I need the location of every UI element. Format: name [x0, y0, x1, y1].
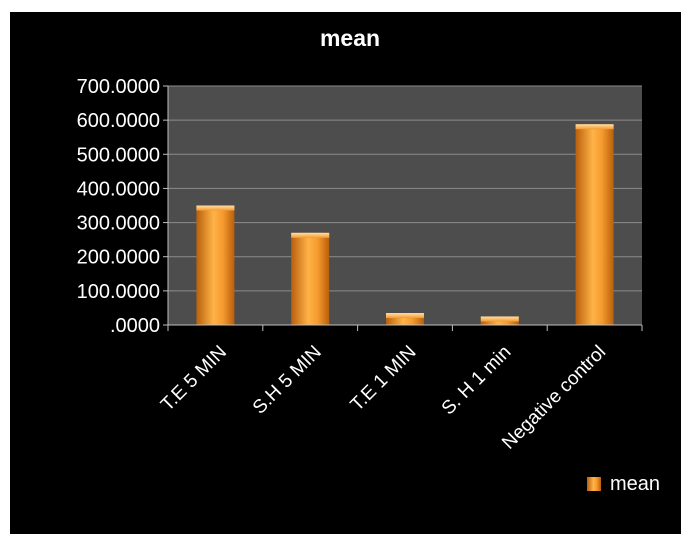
y-tick-label: 400.0000: [77, 178, 160, 200]
chart-area: mean .0000 100.0000 200.0000 300.0000 400.00…: [10, 12, 681, 534]
y-tick-label: .0000: [110, 315, 160, 337]
y-tick-label: 100.0000: [77, 281, 160, 303]
y-tick-label: 700.0000: [77, 76, 160, 98]
x-tick-label: S. H 1 min: [438, 342, 516, 420]
x-tick-label: S.H 5 MIN: [249, 342, 326, 419]
bar: [386, 313, 424, 325]
bar: [575, 124, 614, 326]
bar: [291, 232, 330, 325]
y-tick-label: 500.0000: [77, 144, 160, 166]
legend-swatch: [587, 477, 601, 491]
x-tick-label: T.E 1 MIN: [347, 342, 421, 416]
plot-area: [168, 86, 642, 325]
bar: [196, 205, 235, 325]
x-tick-label: T.E 5 MIN: [157, 342, 231, 416]
y-tick-label: 300.0000: [77, 213, 160, 235]
bar-chart: mean .0000 100.0000 200.0000 300.0000 400.00…: [77, 25, 660, 495]
x-tick-label: Negative control: [498, 342, 610, 454]
y-tick-label: 600.0000: [77, 110, 160, 132]
bar: [480, 316, 519, 325]
chart-title: mean: [320, 25, 380, 51]
y-tick-label: 200.0000: [77, 247, 160, 269]
legend-label: mean: [610, 473, 660, 495]
